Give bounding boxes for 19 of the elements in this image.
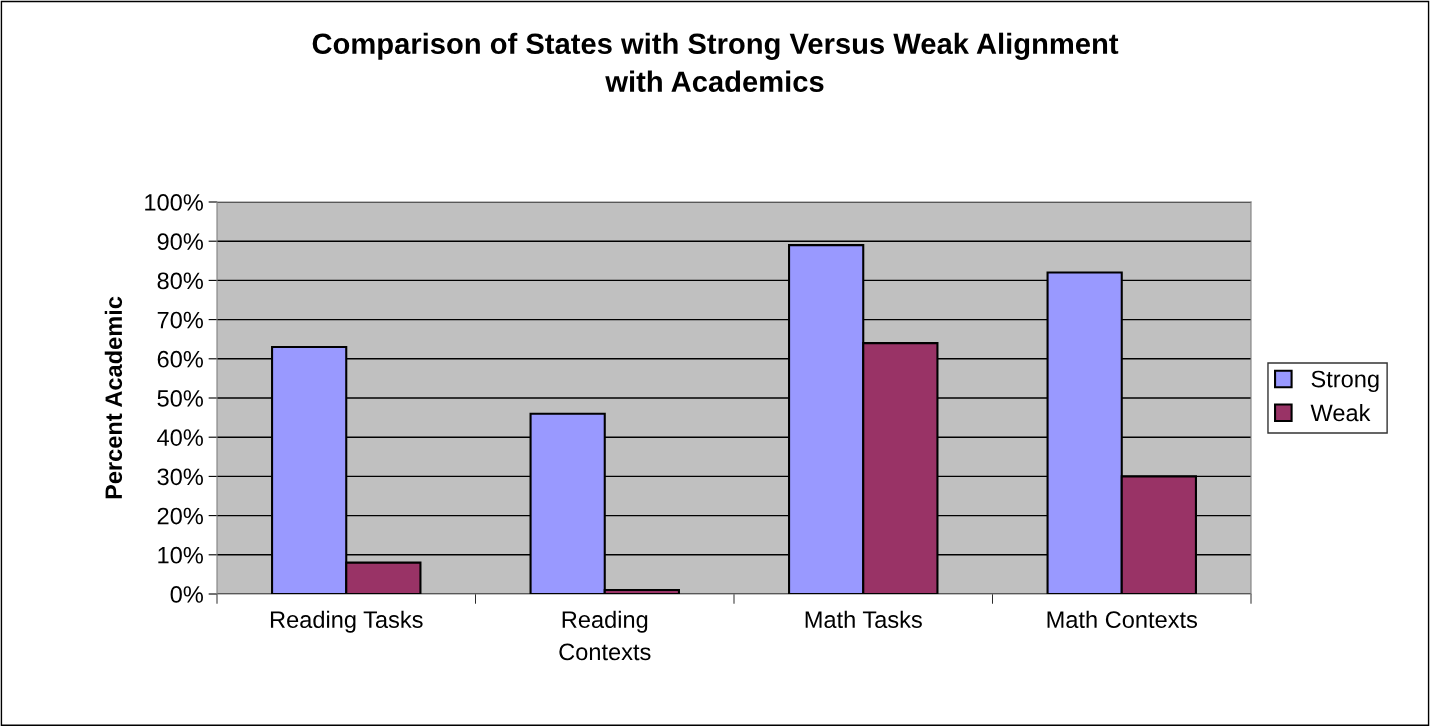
y-tick-label: 70% (157, 311, 203, 329)
y-tick-label: 10% (158, 546, 203, 564)
y-tick-label: 80% (157, 272, 203, 290)
y-tick-label: 100% (145, 194, 203, 211)
x-tick-label: Math Contexts (1047, 610, 1198, 629)
y-tick-label: 50% (157, 390, 203, 407)
legend-label: Strong (1311, 370, 1379, 393)
x-tick-label: Math Tasks (805, 610, 922, 629)
y-tick-label: 90% (157, 233, 203, 250)
y-tick-label: 0% (170, 586, 203, 603)
y-tick-label: 40% (157, 429, 203, 446)
y-tick-label: 60% (157, 350, 203, 368)
y-tick-label: 20% (157, 507, 203, 525)
chart-title: Comparison of States with Strong Versus Weak Alignment with Academics (312, 32, 1119, 92)
legend-label: Weak (1310, 403, 1371, 422)
x-tick-label: Reading Contexts (559, 610, 651, 661)
x-tick-label: Reading Tasks (270, 610, 423, 633)
y-axis-title: Percent Academic (104, 296, 123, 499)
y-tick-label: 30% (157, 468, 203, 486)
